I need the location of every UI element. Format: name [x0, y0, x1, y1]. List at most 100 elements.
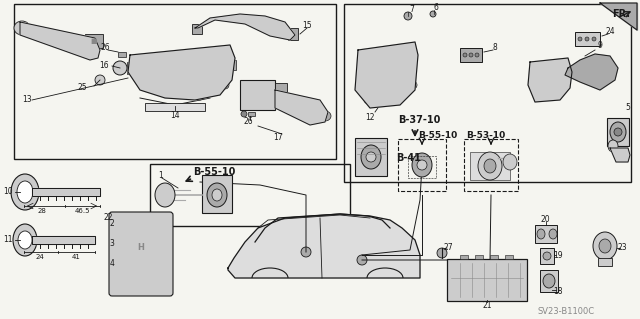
- Ellipse shape: [319, 111, 331, 121]
- Ellipse shape: [13, 224, 37, 256]
- Ellipse shape: [406, 46, 414, 54]
- Ellipse shape: [367, 52, 403, 92]
- Bar: [505, 255, 513, 259]
- Text: 20: 20: [540, 216, 550, 225]
- Ellipse shape: [153, 54, 197, 90]
- Ellipse shape: [196, 92, 204, 100]
- Bar: [475, 255, 483, 259]
- Ellipse shape: [541, 70, 555, 86]
- Bar: [248, 112, 255, 116]
- Text: 17: 17: [273, 133, 283, 143]
- Text: 24: 24: [605, 27, 615, 36]
- Ellipse shape: [241, 111, 247, 117]
- Ellipse shape: [119, 221, 135, 235]
- Bar: [150, 164, 350, 226]
- Text: B-41: B-41: [396, 153, 421, 163]
- Text: 24: 24: [36, 254, 44, 260]
- Ellipse shape: [543, 274, 555, 288]
- Polygon shape: [195, 14, 295, 40]
- Bar: [460, 255, 468, 259]
- Text: 2: 2: [109, 219, 115, 228]
- Ellipse shape: [301, 247, 311, 257]
- Bar: [408, 156, 436, 178]
- Ellipse shape: [214, 48, 222, 56]
- Ellipse shape: [364, 96, 372, 104]
- Ellipse shape: [113, 61, 127, 75]
- Ellipse shape: [366, 152, 376, 162]
- Text: 26: 26: [243, 117, 253, 127]
- Bar: [575, 32, 600, 46]
- Text: ■: ■: [91, 38, 97, 44]
- Ellipse shape: [221, 81, 229, 89]
- Ellipse shape: [137, 241, 149, 248]
- Text: 13: 13: [22, 95, 31, 105]
- Ellipse shape: [614, 128, 622, 136]
- Text: 5: 5: [625, 103, 630, 113]
- Bar: [447, 259, 527, 301]
- FancyBboxPatch shape: [109, 212, 173, 296]
- Polygon shape: [528, 58, 572, 102]
- Text: 15: 15: [302, 21, 312, 31]
- Polygon shape: [20, 22, 100, 60]
- Text: 12: 12: [365, 114, 375, 122]
- Ellipse shape: [17, 181, 33, 203]
- Text: 19: 19: [553, 250, 563, 259]
- Text: 16: 16: [99, 61, 109, 70]
- Ellipse shape: [463, 53, 467, 57]
- Ellipse shape: [129, 216, 157, 232]
- Text: 3: 3: [109, 240, 115, 249]
- Polygon shape: [355, 42, 418, 108]
- Ellipse shape: [543, 252, 551, 260]
- Polygon shape: [32, 188, 100, 196]
- Ellipse shape: [478, 152, 502, 180]
- Text: B-37-10: B-37-10: [398, 115, 440, 125]
- Text: SV23-B1100C: SV23-B1100C: [537, 308, 594, 316]
- Text: 21: 21: [483, 301, 492, 310]
- Bar: [228, 60, 236, 70]
- Ellipse shape: [134, 259, 152, 269]
- Ellipse shape: [11, 174, 39, 210]
- Text: 18: 18: [553, 287, 563, 296]
- Text: 41: 41: [72, 254, 81, 260]
- Polygon shape: [228, 214, 420, 278]
- Bar: [127, 62, 135, 74]
- Ellipse shape: [404, 12, 412, 20]
- Text: 23: 23: [617, 243, 627, 253]
- Bar: [288, 28, 298, 40]
- Ellipse shape: [144, 241, 160, 255]
- Bar: [598, 258, 612, 266]
- Ellipse shape: [155, 183, 175, 207]
- Ellipse shape: [375, 60, 395, 84]
- Ellipse shape: [578, 37, 582, 41]
- Bar: [470, 152, 510, 180]
- Bar: [535, 225, 557, 243]
- Ellipse shape: [593, 232, 617, 260]
- Text: 25: 25: [77, 84, 87, 93]
- Ellipse shape: [549, 229, 557, 239]
- Text: FR.: FR.: [612, 9, 630, 19]
- Bar: [540, 270, 558, 292]
- Polygon shape: [275, 90, 328, 125]
- Bar: [464, 139, 518, 191]
- Bar: [192, 24, 202, 34]
- Bar: [14, 4, 336, 159]
- Text: 7: 7: [410, 5, 415, 14]
- Ellipse shape: [534, 62, 562, 94]
- Ellipse shape: [127, 255, 159, 273]
- Bar: [460, 48, 482, 62]
- Ellipse shape: [95, 75, 105, 85]
- Ellipse shape: [585, 37, 589, 41]
- Ellipse shape: [132, 261, 148, 275]
- Ellipse shape: [358, 51, 366, 59]
- Text: B-55-10: B-55-10: [193, 167, 236, 177]
- Ellipse shape: [136, 220, 150, 228]
- Text: 8: 8: [493, 43, 497, 53]
- Bar: [118, 52, 126, 57]
- Text: H: H: [138, 242, 145, 251]
- Ellipse shape: [430, 11, 436, 17]
- Ellipse shape: [357, 255, 367, 265]
- Ellipse shape: [437, 248, 447, 258]
- Ellipse shape: [599, 239, 611, 253]
- Bar: [607, 118, 629, 146]
- Ellipse shape: [144, 221, 160, 235]
